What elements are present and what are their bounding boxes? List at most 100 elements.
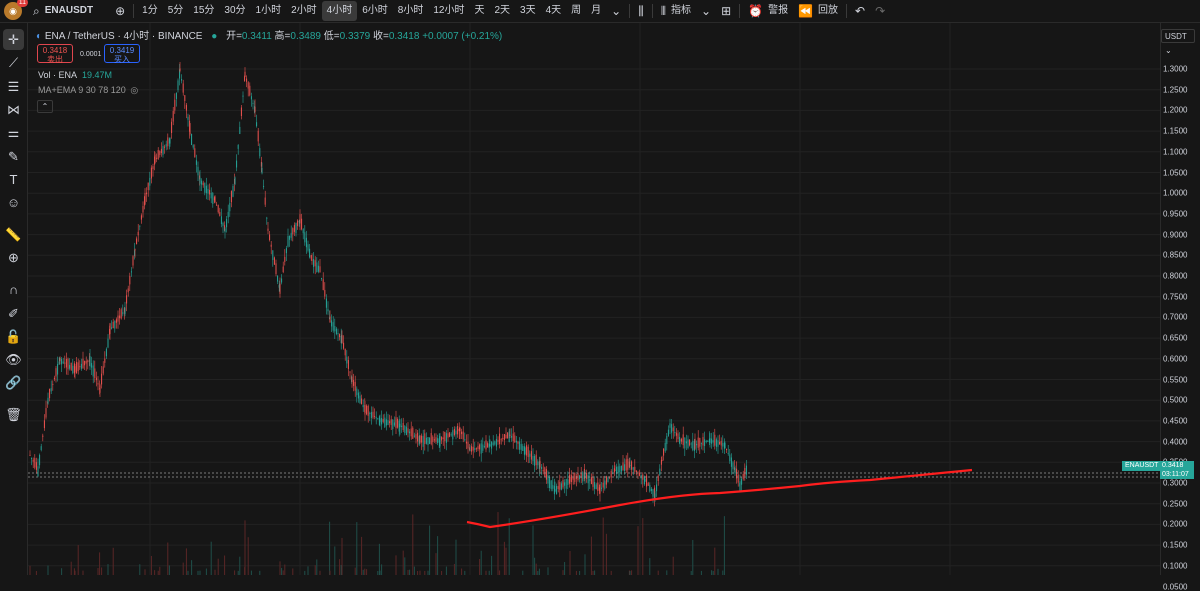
lock-drawing-icon[interactable]: ✐ [8, 305, 19, 321]
pattern-icon[interactable]: ⋈ [7, 101, 20, 117]
drawing-toolbar: ✛ ⟋ ☰ ⋈ ⚌ ✎ T ☺ 📏 ⊕ ∩ ✐ 🔓 👁 🔗 🗑 [0, 23, 28, 575]
candle-body [602, 482, 604, 488]
price-chart[interactable] [0, 0, 1200, 575]
interval-button[interactable]: 周 [571, 5, 582, 16]
currency-select[interactable]: USDT ⌄ [1161, 29, 1195, 55]
candle-body [84, 360, 86, 366]
ruler-icon[interactable]: 📏 [5, 226, 22, 242]
candle-body [687, 439, 689, 449]
eye-icon[interactable]: ◎ [130, 85, 139, 95]
top-toolbar: ◉ 11 ⌕ ENAUSDT ⊕ 1分 5分 15分 30分 1小时 2小时 4小时 6小时 8小… [0, 0, 1200, 23]
candle-body [45, 408, 47, 418]
volume-bar [413, 566, 415, 575]
prediction-icon[interactable]: ⚌ [7, 124, 20, 140]
emoji-icon[interactable]: ☺ [6, 195, 21, 210]
high-value: 0.3489 [290, 31, 321, 42]
link-icon[interactable]: 🔗 [5, 374, 22, 390]
fib-icon[interactable]: ☰ [7, 78, 20, 94]
text-icon[interactable]: T [9, 172, 18, 187]
redo-icon[interactable]: ↷ [875, 4, 886, 18]
candle-body [708, 438, 710, 443]
candle-body [325, 298, 327, 308]
candle-body [164, 146, 166, 148]
interval-button[interactable]: 8小时 [397, 5, 424, 16]
symbol-logo-icon: ◐ [36, 31, 43, 42]
indicators-button[interactable]: 指标 [671, 5, 692, 16]
candle-body [374, 415, 376, 417]
indicators-icon[interactable]: ⦀ [660, 3, 667, 18]
candle-body [154, 154, 156, 164]
volume-bar [547, 567, 549, 575]
candle-body [281, 278, 283, 283]
candle-body [646, 475, 648, 487]
buy-button[interactable]: 0.3419 买入 [104, 44, 140, 64]
alert-button[interactable]: 警报 [768, 5, 789, 16]
zoom-icon[interactable]: ⊕ [8, 249, 19, 265]
interval-button[interactable]: 2天 [494, 5, 511, 16]
interval-button[interactable]: 天 [474, 5, 485, 16]
interval-button[interactable]: 6小时 [362, 5, 388, 16]
interval-button[interactable]: 5分 [167, 5, 184, 16]
candle-body [595, 484, 597, 490]
undo-icon[interactable]: ↶ [855, 4, 866, 18]
candle-body [544, 467, 546, 477]
magnet-icon[interactable]: ∩ [8, 282, 19, 297]
lock-icon[interactable]: 🔓 [5, 328, 22, 344]
brush-icon[interactable]: ✎ [8, 148, 19, 164]
trash-icon[interactable]: 🗑 [5, 406, 22, 422]
interval-button[interactable]: 12小时 [433, 5, 465, 16]
chevron-down-icon[interactable]: ⌄ [701, 4, 712, 18]
interval-button[interactable]: 1分 [142, 5, 158, 16]
candle-body [123, 308, 125, 313]
interval-button[interactable]: 15分 [193, 5, 215, 16]
price-axis[interactable] [1160, 23, 1200, 575]
eye-icon[interactable]: 👁 [5, 351, 22, 367]
candle-body [389, 421, 391, 424]
candle-body [378, 416, 380, 425]
candle-body [150, 167, 152, 179]
avatar[interactable]: ◉ 11 [4, 0, 28, 20]
interval-button[interactable]: 1小时 [255, 5, 282, 16]
candle-body [370, 412, 372, 418]
volume-bar [381, 564, 383, 575]
candle-body [659, 468, 661, 476]
price-tick: 1.2500 [1163, 85, 1188, 95]
candle-type-icon[interactable]: ⫼ [638, 3, 644, 18]
candle-body [353, 380, 355, 386]
trendline-icon[interactable]: ⟋ [8, 54, 19, 70]
sell-button[interactable]: 0.3418 卖出 [37, 44, 73, 64]
interval-button[interactable]: 30分 [224, 5, 246, 16]
candle-body [162, 146, 164, 155]
interval-button[interactable]: 3天 [520, 5, 536, 16]
interval-button[interactable]: 月 [591, 5, 602, 16]
alarm-icon[interactable]: ⏰ [748, 4, 764, 18]
candle-body [554, 489, 556, 492]
replay-button[interactable]: 回放 [818, 5, 839, 16]
collapse-icon[interactable]: ⌃ [37, 100, 53, 113]
candle-body [177, 80, 179, 91]
candle-body [547, 475, 549, 484]
crosshair-icon[interactable]: ✛ [3, 29, 24, 50]
volume-bar [712, 571, 714, 575]
chevron-down-icon[interactable]: ⌄ [611, 4, 622, 18]
candle-body [452, 430, 454, 440]
candle-body [334, 325, 336, 332]
interval-button[interactable]: 4天 [545, 5, 562, 16]
layout-icon[interactable]: ⊞ [721, 4, 732, 18]
candle-body [574, 472, 576, 482]
candle-body [526, 445, 528, 456]
candle-body [362, 405, 364, 408]
add-symbol-icon[interactable]: ⊕ [115, 4, 126, 18]
trend-line[interactable] [466, 468, 973, 529]
candle-body [677, 433, 679, 440]
interval-button[interactable]: 2小时 [291, 5, 317, 16]
candle-body [532, 456, 534, 462]
search-icon[interactable]: ⌕ [33, 3, 40, 18]
candle-body [700, 442, 702, 444]
interval-button[interactable]: 4小时 [321, 1, 358, 21]
candle-body [419, 435, 421, 443]
replay-icon[interactable]: ⏪ [798, 4, 814, 18]
symbol-search[interactable]: ENAUSDT [44, 5, 94, 16]
chart-title[interactable]: ENA / TetherUS · 4小时 · BINANCE [44, 31, 203, 42]
candle-body [375, 416, 377, 419]
